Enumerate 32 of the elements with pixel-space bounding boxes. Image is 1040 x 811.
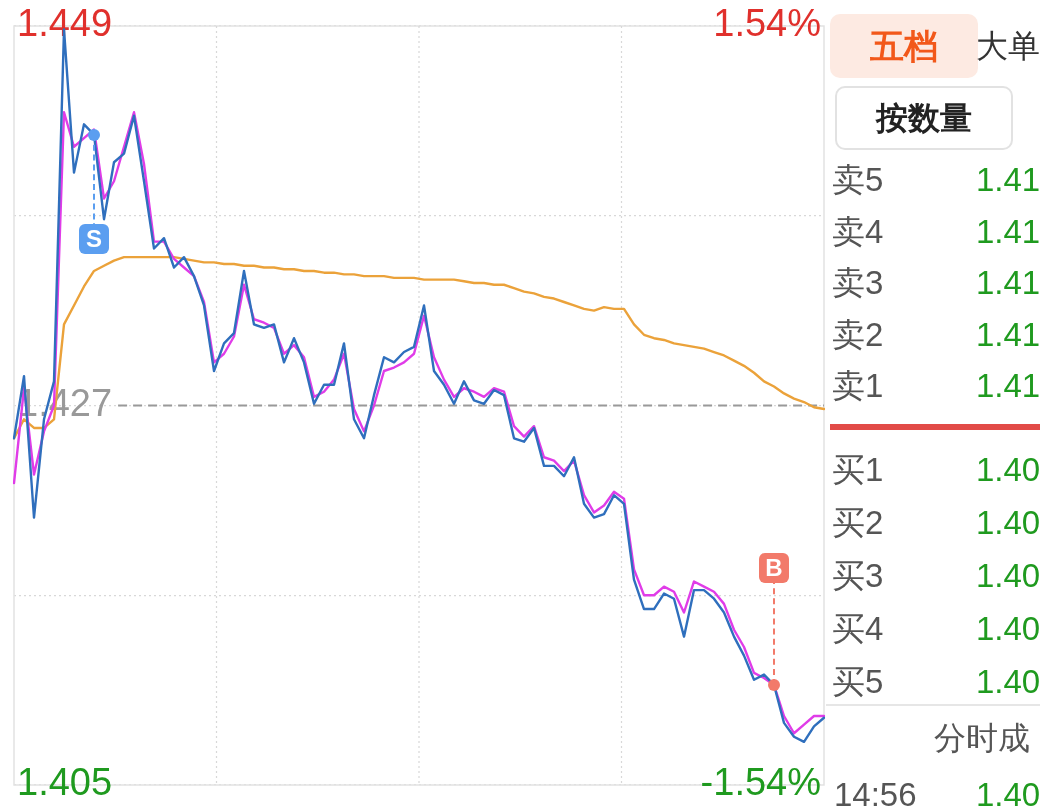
annotation: S xyxy=(79,223,109,254)
text: 1.40 xyxy=(976,450,1040,490)
text: 买4 xyxy=(832,609,884,649)
text: 大单 xyxy=(976,27,1040,66)
text: 买2 xyxy=(832,503,884,543)
y2-tick-label: -1.54% xyxy=(700,761,821,804)
y2-tick-label: 1.54% xyxy=(713,2,821,45)
annotation: B xyxy=(759,552,789,583)
text: 1.40 xyxy=(976,609,1040,649)
text: 卖3 xyxy=(832,263,884,303)
y-tick-label: 1.449 xyxy=(17,2,113,45)
text: 14:56 xyxy=(834,775,917,811)
text: 五档 xyxy=(870,27,938,65)
text: 卖4 xyxy=(832,211,884,252)
text: 1.41 xyxy=(976,366,1040,406)
text: 1.41 xyxy=(976,211,1040,252)
text: 分时成 xyxy=(934,719,1030,758)
text: 按数量 xyxy=(835,86,1013,150)
text: 1.41 xyxy=(976,314,1040,355)
text: 买3 xyxy=(832,556,884,596)
y-tick-label: 1.405 xyxy=(17,761,113,804)
text: 卖1 xyxy=(832,366,884,406)
text: 1.40 xyxy=(976,503,1040,543)
text: 1.40 xyxy=(976,662,1040,702)
text: 1.41 xyxy=(976,263,1040,303)
text: 1.40 xyxy=(976,556,1040,596)
text: 买1 xyxy=(832,450,884,490)
text: 买5 xyxy=(832,662,884,702)
text: 卖2 xyxy=(832,314,884,355)
text: 卖5 xyxy=(832,160,884,200)
text: 1.40 xyxy=(976,775,1040,811)
text: 1.41 xyxy=(976,160,1040,200)
